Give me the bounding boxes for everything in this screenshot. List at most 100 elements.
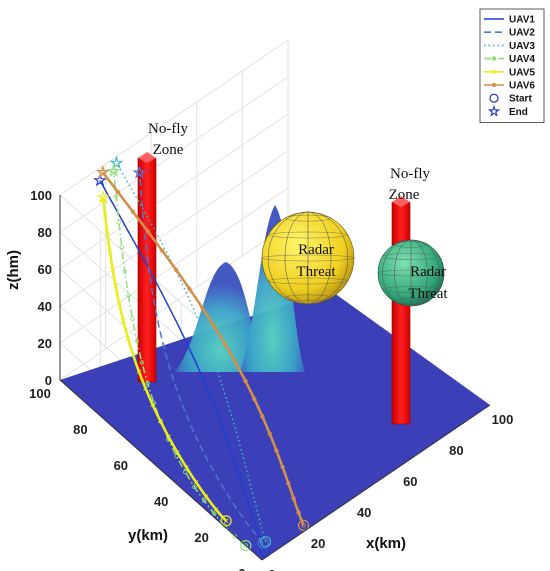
series-marker [107,249,113,254]
series-marker [280,464,285,470]
x-axis-label: x(km) [366,535,406,552]
grid-line [59,150,289,307]
terrain-floor [60,290,490,560]
legend-marker [491,56,497,61]
obstacle-label: Radar [298,242,334,258]
series-marker [113,284,119,289]
series-marker [267,431,272,436]
x-tick-label: 0 [268,567,275,571]
series-marker [126,293,131,298]
x-axis [261,404,491,561]
series-line-uav6 [101,171,305,526]
x-tick-label: 40 [357,505,371,520]
no-fly-zone-top [138,152,156,163]
series-marker [145,380,150,386]
legend-marker [491,82,497,88]
start-marker [240,539,252,552]
series-line-uav4 [112,171,247,547]
series-marker [243,378,248,384]
series-marker [296,510,301,515]
series-marker [139,360,145,365]
y-tick-label: 0 [238,566,245,571]
mesh-line [394,241,428,248]
mesh-line [377,269,445,277]
series-marker [233,360,239,366]
series-marker [150,402,155,407]
series-marker [173,267,179,272]
start-marker [259,536,272,548]
series-marker [143,386,148,391]
series-marker [199,305,205,310]
mesh-line [394,298,428,305]
y-tick-label: 40 [154,494,168,509]
uav-paths [93,155,310,558]
x-tick-label: 100 [492,412,514,427]
grid-line [59,113,289,270]
z-axis-label: z(hm) [5,250,22,290]
series-marker [223,342,228,347]
series-marker [166,434,171,440]
grid-line [59,76,289,233]
legend-label: UAV2 [509,28,535,39]
grid-line [59,224,289,381]
series-marker [286,480,291,486]
legend-label: UAV3 [509,41,535,52]
legend-label: Start [509,94,532,105]
legend-label: UAV6 [509,81,535,92]
legend-marker [491,69,497,75]
no-fly-zone-top [392,196,410,207]
end-marker [106,163,121,178]
series-marker [203,494,209,499]
obstacle-label: Threat [408,286,448,302]
obstacle-label: Radar [410,264,446,280]
series-marker [211,324,217,329]
obstacle-label: Zone [389,187,420,203]
y-tick-label: 20 [194,530,208,545]
obstacle-label: Threat [296,264,336,280]
end-marker [132,165,147,179]
grid-line [59,39,289,196]
series-marker [213,507,219,512]
obstacle-label: Zone [153,142,184,158]
front-axes: 020406080100020406080100020406080100x(km… [5,188,513,571]
y-tick-label: 100 [29,386,51,401]
legend-label: UAV5 [509,67,535,78]
series-marker [116,219,122,225]
series-marker [121,318,126,324]
z-tick-label: 40 [38,299,52,314]
z-tick-label: 100 [30,188,52,203]
series-marker [187,286,192,291]
series-marker [260,414,265,419]
end-marker [109,155,124,169]
legend: UAV1 UAV2 UAV3 UAV4 UAV5 UAV6 Start End [479,8,545,123]
legend-box [479,8,545,123]
series-marker [102,213,108,218]
series-marker [192,484,197,490]
series-marker [115,189,121,195]
mesh-line [267,211,349,305]
series-marker [202,498,207,504]
mesh-line [382,286,440,293]
series-marker [291,496,296,501]
start-marker [257,537,269,549]
series-marker [274,448,279,453]
y-axis-label: y(km) [128,527,168,544]
mesh-line [382,253,440,260]
end-marker [96,190,110,204]
y-tick-label: 60 [114,458,128,473]
end-marker [95,164,110,179]
mesh-line [267,231,349,239]
radar-threat-yellow [261,211,355,305]
terrain-peaks [175,205,305,372]
series-marker [105,231,110,236]
no-fly-zone [391,201,411,425]
radar-threat-green [377,239,445,307]
z-tick-label: 0 [45,373,52,388]
legend-end-symbol [487,104,501,117]
y-axis [59,379,263,561]
series-marker [252,396,257,402]
mesh-line [284,294,332,302]
series-marker [125,335,131,341]
obstacles: No-fly Zone No-fly Zone Radar Threat Radar Thre… [137,121,448,425]
